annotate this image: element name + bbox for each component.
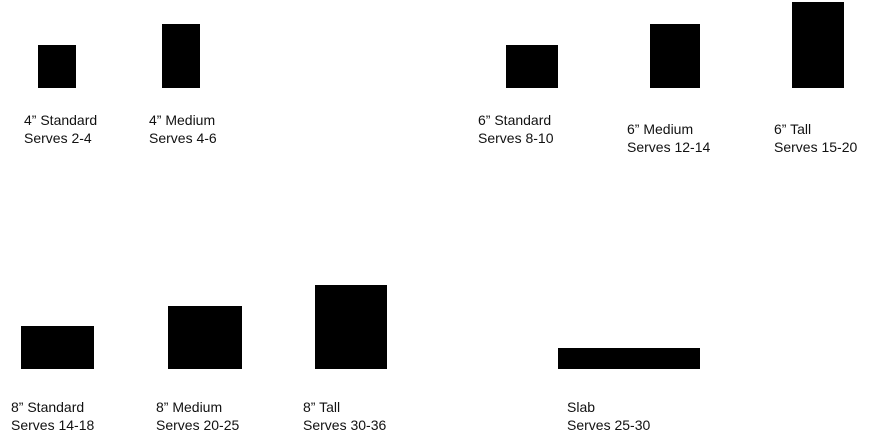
serving-count: Serves 30-36: [303, 417, 387, 433]
size-name: 8” Tall: [303, 399, 341, 415]
serving-count: Serves 25-30: [567, 417, 651, 433]
cake-6-medium-label: 6” Medium Serves 12-14: [627, 120, 710, 156]
cake-6-standard-shape: [506, 45, 558, 88]
serving-count: Serves 15-20: [774, 139, 858, 155]
serving-count: Serves 20-25: [156, 417, 240, 433]
cake-4-standard-shape: [38, 45, 76, 88]
cake-6-tall-shape: [792, 2, 844, 88]
cake-8-tall-label: 8” Tall Serves 30-36: [303, 398, 386, 434]
cake-4-medium-shape: [162, 24, 200, 88]
size-name: 6” Standard: [478, 112, 552, 128]
size-name: 4” Standard: [24, 112, 98, 128]
cake-8-medium-shape: [168, 306, 242, 369]
cake-6-standard-label: 6” Standard Serves 8-10: [478, 111, 553, 147]
cake-6-medium-shape: [650, 24, 700, 88]
cake-slab-label: Slab Serves 25-30: [567, 398, 650, 434]
cake-slab-shape: [558, 348, 700, 369]
size-name: 8” Medium: [156, 399, 223, 415]
size-name: 6” Tall: [774, 121, 812, 137]
cake-8-tall-shape: [315, 285, 387, 369]
size-name: Slab: [567, 399, 596, 415]
serving-count: Serves 4-6: [149, 130, 217, 146]
serving-count: Serves 8-10: [478, 130, 554, 146]
size-name: 6” Medium: [627, 121, 694, 137]
serving-count: Serves 2-4: [24, 130, 92, 146]
cake-4-medium-label: 4” Medium Serves 4-6: [149, 111, 217, 147]
cake-8-medium-label: 8” Medium Serves 20-25: [156, 398, 239, 434]
size-name: 4” Medium: [149, 112, 216, 128]
cake-4-standard-label: 4” Standard Serves 2-4: [24, 111, 97, 147]
cake-8-standard-shape: [21, 326, 94, 369]
serving-count: Serves 12-14: [627, 139, 711, 155]
cake-8-standard-label: 8” Standard Serves 14-18: [11, 398, 94, 434]
cake-6-tall-label: 6” Tall Serves 15-20: [774, 120, 857, 156]
size-name: 8” Standard: [11, 399, 85, 415]
serving-count: Serves 14-18: [11, 417, 95, 433]
